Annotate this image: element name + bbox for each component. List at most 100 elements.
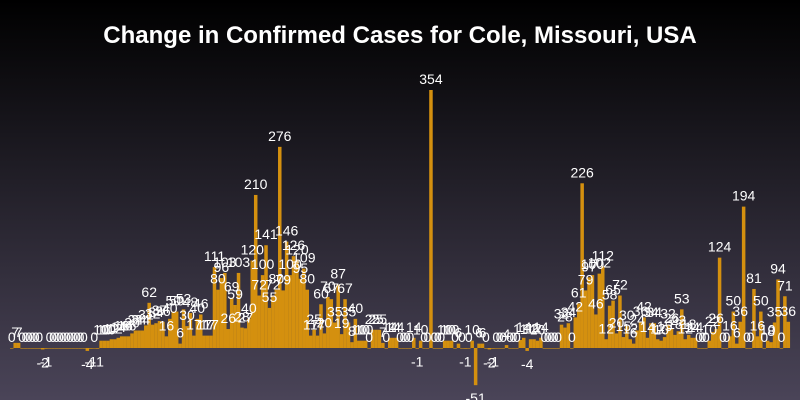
data-label: 10 [358,322,374,338]
bar [154,323,158,348]
data-label: 42 [636,298,652,314]
data-label: -1 [459,354,472,370]
data-label: 14 [385,319,401,335]
data-label: 59 [227,286,243,302]
bar [504,345,509,348]
bar [185,326,189,348]
bar [219,278,224,348]
bar [401,348,406,349]
bar [394,337,399,348]
bar [164,336,169,348]
data-label: 0 [70,329,78,345]
bar [391,337,395,348]
data-label: 14 [389,319,405,335]
bar [625,326,629,348]
data-label: 0 [32,329,40,345]
bar [666,324,670,348]
bar [16,342,21,348]
data-label: 0 [747,329,755,345]
data-label: 95 [293,260,309,276]
data-label: 40 [241,300,257,316]
data-label: 0 [510,329,518,345]
data-label: 71 [777,277,793,293]
data-label: 0 [540,329,548,345]
bar [109,339,114,348]
bar [75,348,79,349]
bar [147,302,151,348]
bar [174,311,179,348]
bar [628,339,632,348]
data-label: 80 [210,271,226,287]
data-label: 34 [561,304,577,320]
bar [137,330,141,348]
data-label: 0 [547,329,555,345]
bar [326,296,330,348]
bar [23,348,28,349]
bar [686,334,691,348]
data-label: 10 [100,322,116,338]
bar [731,311,736,348]
data-label: 17 [203,317,219,333]
data-label: 276 [268,128,292,144]
bar [253,194,258,348]
bar [449,340,454,348]
data-label: 12 [104,320,120,336]
data-label: 12 [523,320,539,336]
data-label: 32 [145,306,161,322]
bar [693,337,698,348]
data-label: 14 [533,319,549,335]
data-label: 17 [186,317,202,333]
bar [518,339,523,348]
bar [236,272,241,348]
bar [552,348,557,349]
bar [298,278,303,348]
bar [92,348,96,349]
bar [188,313,193,348]
bar [446,340,450,348]
bar [728,336,732,348]
data-label: 24 [128,312,144,328]
bar [250,260,255,348]
data-label: 8 [348,323,356,339]
data-label: 34 [643,304,659,320]
data-label: 0 [382,329,390,345]
data-label: 96 [214,259,230,275]
data-label: 6 [455,325,463,341]
bar [119,336,124,348]
data-label: 10 [702,322,718,338]
bar [267,307,272,348]
data-label: 0 [513,329,521,345]
data-label: 0 [499,329,507,345]
bar [752,288,756,348]
data-labels-group: 077000000-2-100000000000-4-10-1101010121… [8,71,796,400]
bar [27,348,31,349]
bar [123,336,127,348]
data-label: 25 [372,311,388,327]
data-label: 103 [227,254,251,270]
bar [480,343,485,348]
bar [387,337,392,348]
data-label: 103 [213,254,237,270]
data-label: 0 [699,329,707,345]
data-label: 81 [746,270,762,286]
bar [54,348,59,349]
data-label: 210 [244,176,268,192]
data-label: 48 [183,294,199,310]
bar [779,348,784,349]
data-label: 7 [379,324,387,340]
data-label: 36 [781,303,797,319]
bar [161,321,165,348]
data-label: 72 [612,277,628,293]
bar [762,348,767,349]
data-label: 0 [49,329,57,345]
bar [700,348,705,349]
bar [415,348,419,349]
bar [477,343,481,348]
data-label: 50 [169,293,185,309]
data-label: 35 [341,303,357,319]
bar [501,348,505,349]
bar [618,295,622,348]
bar [580,183,584,348]
bar [61,348,66,349]
